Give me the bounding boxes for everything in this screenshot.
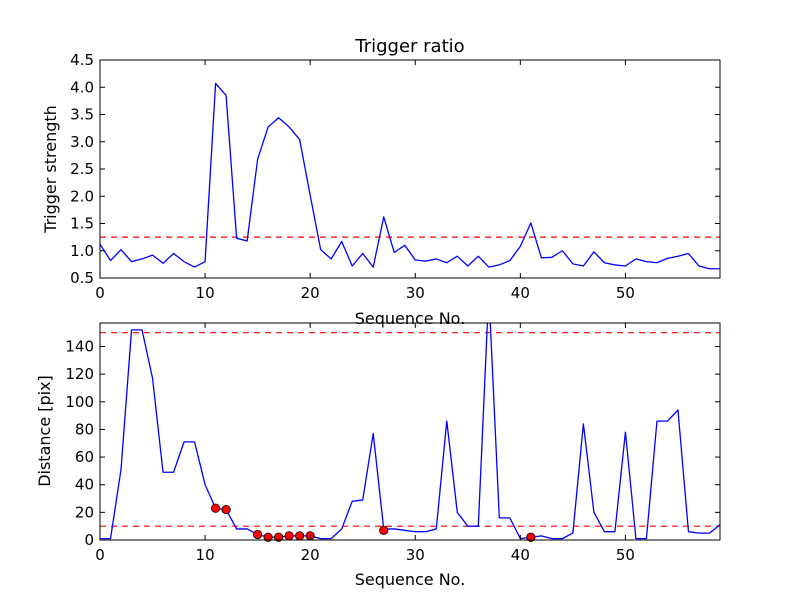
- x-tick-label: 10: [196, 546, 215, 564]
- x-tick-label: 50: [616, 546, 635, 564]
- plot-frame: [99, 322, 721, 541]
- y-axis-ticks: 0 20 40 60 80 100 120 140: [65, 337, 720, 549]
- data-point-marker: [295, 531, 305, 541]
- y-tick-label: 20: [75, 503, 94, 521]
- y-tick-label: 60: [75, 448, 94, 466]
- y-tick-label: 4.5: [70, 51, 94, 69]
- data-point-marker: [379, 525, 389, 535]
- y-tick-label: 1.0: [70, 242, 94, 260]
- data-point-marker: [221, 504, 231, 515]
- data-point-marker: [284, 531, 294, 541]
- x-tick-label: 10: [196, 284, 215, 302]
- y-tick-label: 1.5: [70, 215, 94, 233]
- y-axis-ticks: 0.5 1.0 1.5 2.0 2.5 3.0 3.5 4.0 4.5: [70, 51, 720, 287]
- x-axis-ticks: 0 10 20 30 40 50: [95, 323, 635, 564]
- x-tick-label: 30: [406, 284, 425, 302]
- series-layer: [100, 323, 720, 540]
- x-tick-label: 0: [95, 284, 105, 302]
- data-point-marker: [210, 503, 221, 513]
- x-tick-label: 0: [95, 546, 105, 564]
- x-tick-label: 20: [301, 546, 320, 564]
- data-point-marker: [274, 532, 284, 542]
- x-axis-label: Sequence No.: [355, 309, 466, 328]
- y-tick-label: 2.0: [70, 187, 94, 205]
- y-tick-label: 80: [75, 420, 94, 438]
- data-point-marker: [526, 532, 536, 542]
- y-tick-label: 4.0: [70, 78, 94, 96]
- y-tick-label: 2.5: [70, 160, 94, 178]
- series-line: [100, 82, 720, 270]
- y-axis-label: Trigger strength: [41, 105, 60, 234]
- x-tick-label: 30: [406, 546, 425, 564]
- data-point-marker: [263, 532, 273, 542]
- x-tick-label: 40: [511, 284, 530, 302]
- distance-chart: 0 10 20 30 40 50 0 20 40 60 80 100 120 140 Sequence …: [35, 322, 721, 589]
- x-axis-label: Sequence No.: [355, 570, 466, 589]
- y-tick-label: 3.0: [70, 133, 94, 151]
- chart-title: Trigger ratio: [354, 36, 464, 57]
- x-tick-label: 50: [616, 284, 635, 302]
- x-tick-label: 40: [511, 546, 530, 564]
- x-tick-label: 20: [301, 284, 320, 302]
- y-tick-label: 0: [84, 531, 94, 549]
- y-tick-label: 0.5: [70, 269, 94, 287]
- series-line: [100, 323, 720, 540]
- y-tick-label: 100: [65, 393, 94, 411]
- y-tick-label: 120: [65, 365, 94, 383]
- data-point-marker: [253, 529, 263, 540]
- y-tick-label: 40: [75, 476, 94, 494]
- marker-layer: [210, 503, 536, 542]
- series-layer: [100, 82, 720, 270]
- y-tick-label: 3.5: [70, 106, 94, 124]
- threshold-layer: [100, 332, 720, 527]
- y-axis-label: Distance [pix]: [35, 375, 54, 487]
- x-axis-ticks: 0 10 20 30 40 50: [95, 60, 635, 302]
- y-tick-label: 140: [65, 337, 94, 355]
